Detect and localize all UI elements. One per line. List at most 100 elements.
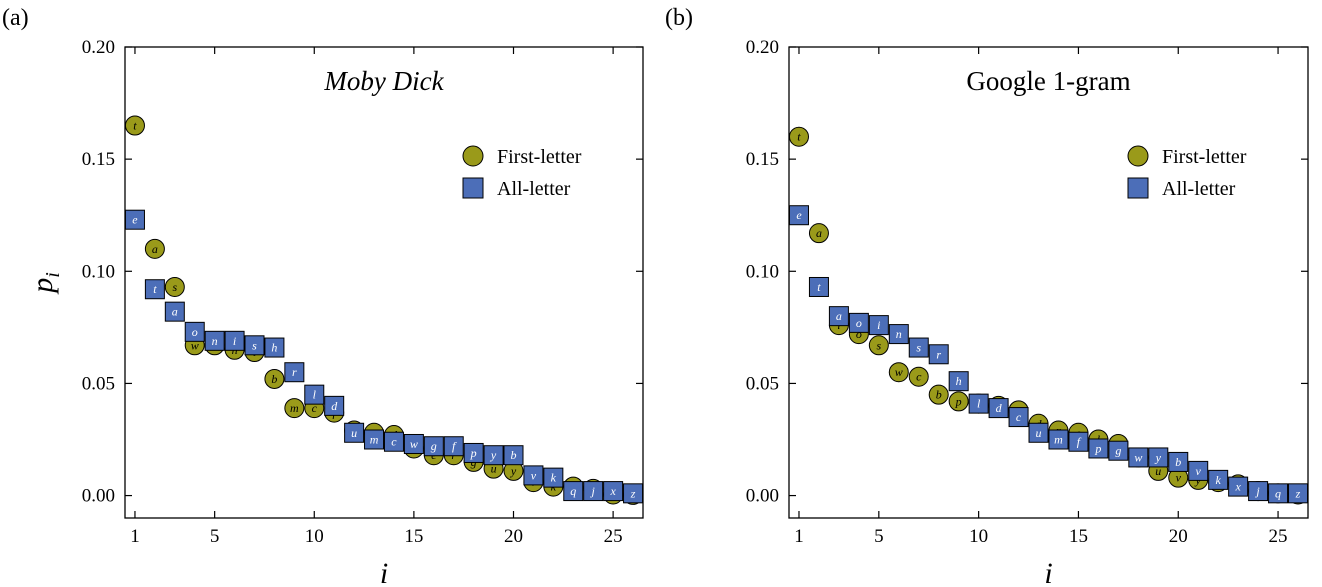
marker-square	[483, 445, 504, 466]
data-point: t	[808, 276, 829, 297]
marker-square	[1288, 483, 1309, 504]
marker-square	[1268, 483, 1289, 504]
panel-label: (b)	[665, 5, 693, 31]
point-letter: r	[936, 347, 941, 361]
marker-square	[503, 445, 524, 466]
x-tick-label: 20	[504, 526, 523, 547]
data-point: f	[443, 436, 464, 457]
data-point: k	[543, 467, 564, 488]
point-letter: f	[1077, 435, 1082, 449]
data-point: y	[483, 445, 504, 466]
data-point: i	[224, 330, 245, 351]
data-point: l	[968, 393, 989, 414]
marker-circle	[908, 366, 929, 387]
point-letter: w	[1134, 450, 1142, 464]
x-tick-label: 1	[794, 526, 804, 547]
point-letter: r	[292, 365, 297, 379]
data-point: f	[1068, 431, 1089, 452]
data-point: s	[164, 276, 185, 297]
point-letter: b	[511, 448, 517, 462]
data-point: j	[1248, 481, 1269, 502]
data-point: p	[1088, 438, 1109, 459]
marker-circle	[164, 276, 185, 297]
plot-frame	[788, 46, 1309, 519]
data-point: z	[1288, 483, 1309, 504]
data-point: m	[364, 429, 385, 450]
legend-label: First-letter	[1162, 146, 1247, 168]
marker-square	[463, 442, 484, 463]
point-letter: b	[1175, 455, 1181, 469]
legend-label: All-letter	[497, 178, 571, 200]
point-letter: w	[895, 365, 903, 379]
marker-square	[908, 337, 929, 358]
marker-square	[1148, 447, 1169, 468]
chart-title: Google 1-gram	[966, 66, 1130, 96]
point-letter: l	[977, 397, 981, 411]
point-letter: y	[490, 448, 497, 462]
point-letter: q	[570, 484, 576, 498]
marker-square	[304, 384, 325, 405]
data-point: z	[623, 483, 644, 504]
data-point: x	[1228, 476, 1249, 497]
point-letter: z	[630, 486, 636, 500]
data-point: m	[1048, 429, 1069, 450]
point-letter: a	[816, 226, 822, 240]
point-letter: s	[916, 341, 921, 355]
marker-circle	[928, 384, 949, 405]
data-point: k	[1208, 469, 1229, 490]
x-tick-label: 1	[130, 526, 140, 547]
point-letter: d	[331, 399, 338, 413]
marker-square	[383, 431, 404, 452]
marker-square	[1048, 429, 1069, 450]
marker-circle	[948, 391, 969, 412]
legend: First-letter All-letter	[1127, 145, 1247, 200]
point-letter: f	[452, 439, 457, 453]
data-point: g	[1108, 440, 1129, 461]
marker-square	[1108, 440, 1129, 461]
y-tick-label: 0.00	[82, 486, 115, 507]
point-letter: p	[955, 394, 962, 408]
data-point: h	[948, 371, 969, 392]
marker-square	[244, 335, 265, 356]
data-point: l	[304, 384, 325, 405]
marker-square	[403, 433, 424, 454]
data-point: d	[988, 398, 1009, 419]
marker-square	[1228, 476, 1249, 497]
marker-square	[443, 436, 464, 457]
point-letter: w	[191, 338, 199, 352]
marker-square	[623, 483, 644, 504]
marker-square	[344, 422, 365, 443]
point-letter: u	[491, 462, 497, 476]
y-tick-label: 0.10	[82, 261, 115, 282]
point-letter: c	[312, 401, 318, 415]
data-point: t	[144, 279, 165, 300]
marker-square	[264, 337, 285, 358]
data-point: n	[204, 330, 225, 351]
point-letter: o	[856, 327, 862, 341]
point-letter: c	[1016, 410, 1022, 424]
y-tick-label: 0.05	[746, 373, 779, 394]
point-letter: y	[1155, 450, 1162, 464]
legend: First-letter All-letter	[462, 145, 582, 200]
data-point: w	[403, 433, 424, 454]
data-point: u	[1028, 422, 1049, 443]
marker-square	[543, 467, 564, 488]
data-point: y	[1148, 447, 1169, 468]
point-letter: o	[192, 325, 198, 339]
point-letter: p	[1094, 441, 1101, 455]
y-tick-label: 0.15	[746, 149, 779, 170]
point-letter: x	[609, 484, 616, 498]
marker-square	[423, 436, 444, 457]
data-point: q	[563, 481, 584, 502]
x-tick-label: 10	[969, 526, 988, 547]
point-letter: k	[1216, 473, 1222, 487]
data-point: q	[1268, 483, 1289, 504]
data-point: m	[284, 398, 305, 419]
data-point: a	[828, 306, 849, 327]
marker-square	[204, 330, 225, 351]
plot-frame	[124, 46, 644, 519]
marker-square	[868, 315, 889, 336]
data-point: w	[1128, 447, 1149, 468]
panel-label: (a)	[2, 5, 29, 31]
